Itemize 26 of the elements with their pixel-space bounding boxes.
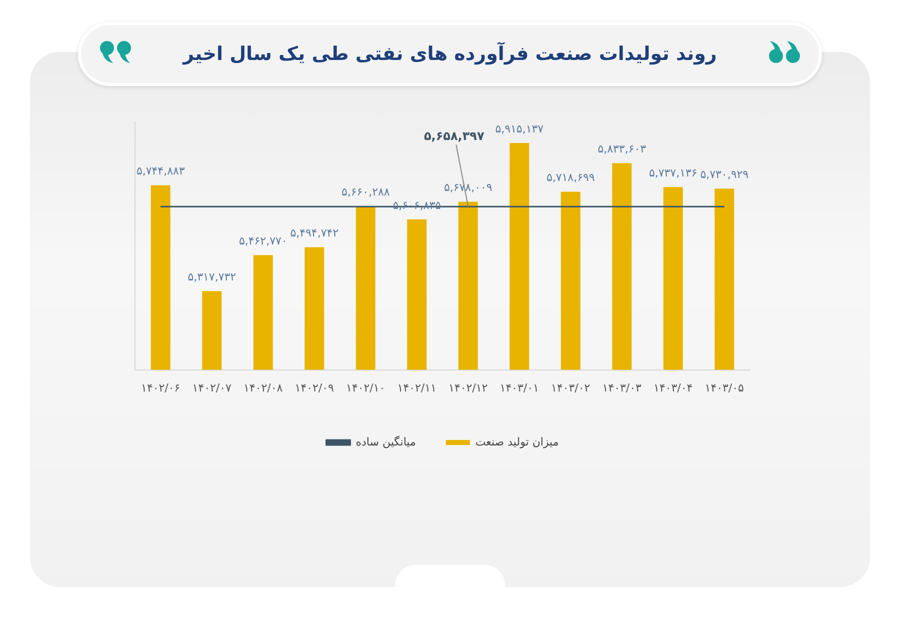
chart-title: روند تولیدات صنعت فرآورده های نفتی طی یک سال اخیر [181, 41, 718, 67]
data-label: ۵,۴۶۲,۷۷۰ [238, 234, 288, 248]
x-tick-label: ۱۴۰۲/۱۱ [397, 381, 436, 394]
annotation: ۵,۶۵۸,۳۹۷ [424, 128, 485, 143]
x-tick-label: ۱۴۰۲/۰۷ [192, 381, 232, 394]
data-label: ۵,۸۳۳,۶۰۳ [598, 142, 646, 156]
data-label: ۵,۷۳۰,۹۲۹ [700, 168, 749, 182]
data-label: ۵,۷۱۸,۶۹۹ [546, 171, 595, 184]
legend-label: میانگین ساده [356, 435, 416, 448]
data-label: ۵,۹۱۵,۱۳۷ [495, 122, 544, 136]
x-tick-label: ۱۴۰۳/۰۲ [551, 381, 590, 394]
x-tick-label: ۱۴۰۳/۰۵ [704, 381, 744, 394]
x-tick-label: ۱۴۰۲/۱۲ [448, 381, 488, 394]
x-tick-label: ۱۴۰۲/۱۰ [346, 381, 386, 394]
x-tick-label: ۱۴۰۳/۰۴ [654, 381, 693, 394]
data-label: ۵,۶۶۰,۲۸۸ [341, 186, 390, 199]
x-tick-label: ۱۴۰۲/۰۸ [244, 381, 283, 394]
x-tick-label: ۱۴۰۳/۰۱ [500, 381, 539, 394]
x-tick-label: ۱۴۰۲/۰۶ [141, 381, 180, 394]
x-tick-label: ۱۴۰۲/۰۹ [294, 381, 334, 394]
data-label: ۵,۳۱۷,۷۳۲ [188, 270, 236, 284]
data-label: ۵,۴۹۴,۷۴۲ [290, 226, 339, 240]
legend-label: میزان تولید صنعت [475, 435, 559, 448]
x-tick-label: ۱۴۰۳/۰۳ [602, 381, 642, 394]
data-label: ۵,۷۳۷,۱۳۶ [648, 166, 698, 180]
data-label: ۵,۷۴۴,۸۸۳ [136, 164, 185, 178]
